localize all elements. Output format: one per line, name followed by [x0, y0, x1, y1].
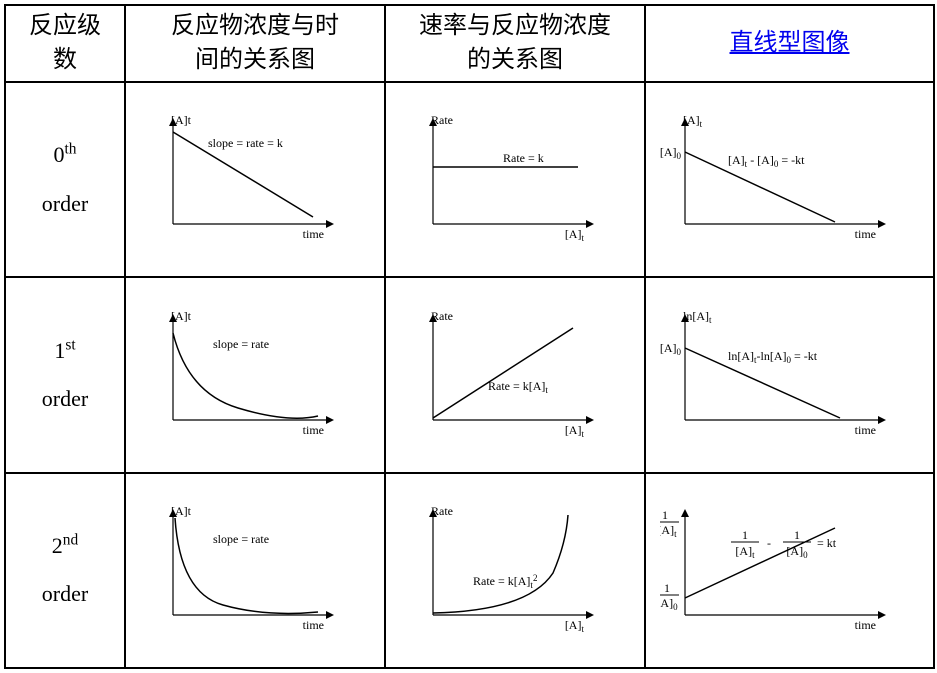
- hdr-conc-time: 反应物浓度与时间的关系图: [125, 5, 385, 82]
- table-row: 0thorder [A]t time slope = rate = k Rate [A]t…: [5, 82, 934, 277]
- svg-text:time: time: [854, 227, 875, 241]
- rate-vs-conc-chart: Rate [A]t​ Rate = k: [385, 82, 645, 277]
- svg-text:[A]t​: [A]t​: [564, 618, 584, 634]
- hdr-order: 反应级数: [5, 5, 125, 82]
- svg-text:-: -: [767, 536, 771, 550]
- svg-text:[A]0​: [A]0​: [786, 544, 808, 560]
- linear-form-chart: [A]t​ time [A]0​ [A]t​ - [A]0​ = -kt: [645, 82, 934, 277]
- linear-form-chart: 1[A]t​time1[A]0​1[A]t​ - 1[A]0​ = kt: [645, 473, 934, 668]
- svg-text:[A]t: [A]t: [171, 504, 192, 518]
- svg-text:[A]0​: [A]0​: [660, 145, 682, 161]
- svg-text:ln[A]0​: ln[A]0​: [660, 341, 682, 357]
- svg-text:1: 1: [662, 508, 668, 522]
- svg-text:slope = rate: slope = rate: [213, 532, 269, 546]
- svg-text:[A]t​: [A]t​: [564, 423, 584, 439]
- order-label: 2ndorder: [5, 473, 125, 668]
- svg-text:time: time: [302, 227, 323, 241]
- header-row: 反应级数 反应物浓度与时间的关系图 速率与反应物浓度的关系图 直线型图像: [5, 5, 934, 82]
- svg-text:time: time: [302, 618, 323, 632]
- hdr-rate-conc: 速率与反应物浓度的关系图: [385, 5, 645, 82]
- svg-text:Rate: Rate: [431, 309, 453, 323]
- svg-text:[A]t​: [A]t​: [660, 523, 677, 539]
- svg-text:Rate = k[A]t​: Rate = k[A]t​: [488, 379, 548, 395]
- hdr-linear: 直线型图像: [645, 5, 934, 82]
- svg-text:ln[A]t​: ln[A]t​: [683, 309, 712, 325]
- conc-vs-time-chart: [A]t time slope = rate: [125, 473, 385, 668]
- svg-text:[A]t: [A]t: [171, 309, 192, 323]
- svg-text:[A]t​: [A]t​: [564, 227, 584, 243]
- order-label: 0thorder: [5, 82, 125, 277]
- svg-text:1: 1: [742, 528, 748, 542]
- svg-text:= kt: = kt: [817, 536, 837, 550]
- rate-vs-conc-chart: Rate [A]t​ Rate = k[A]t​: [385, 277, 645, 472]
- svg-text:[A]t​: [A]t​: [735, 544, 755, 560]
- conc-vs-time-chart: [A]t time slope = rate: [125, 277, 385, 472]
- table-row: 2ndorder[A]ttimeslope = rateRate[A]t​Rat…: [5, 473, 934, 668]
- svg-text:[A]0​: [A]0​: [660, 596, 678, 612]
- svg-text:time: time: [302, 423, 323, 437]
- svg-text:Rate: Rate: [431, 113, 453, 127]
- table-row: 1storder[A]ttimeslope = rateRate[A]t​Rat…: [5, 277, 934, 472]
- rate-vs-conc-chart: Rate [A]t​ Rate = k[A]t​2​: [385, 473, 645, 668]
- svg-text:[A]t​: [A]t​: [683, 113, 703, 129]
- svg-text:time: time: [854, 618, 875, 632]
- svg-text:time: time: [854, 423, 875, 437]
- conc-vs-time-chart: [A]t time slope = rate = k: [125, 82, 385, 277]
- linear-form-chart: ln[A]t​ time ln[A]0​ ln[A]t​-ln[A]0​ = -kt: [645, 277, 934, 472]
- linear-plot-link[interactable]: 直线型图像: [730, 30, 850, 56]
- kinetics-table: 反应级数 反应物浓度与时间的关系图 速率与反应物浓度的关系图 直线型图像 0th…: [4, 4, 935, 669]
- svg-text:slope = rate: slope = rate: [213, 337, 269, 351]
- order-label: 1storder: [5, 277, 125, 472]
- svg-text:1: 1: [794, 528, 800, 542]
- svg-text:1: 1: [664, 581, 670, 595]
- svg-text:[A]t: [A]t: [171, 113, 192, 127]
- svg-text:Rate: Rate: [431, 504, 453, 518]
- svg-text:slope = rate = k: slope = rate = k: [208, 136, 283, 150]
- svg-text:[A]t​ - [A]0​ = -kt: [A]t​ - [A]0​ = -kt: [728, 153, 805, 169]
- svg-text:ln[A]t​-ln[A]0​ = -kt: ln[A]t​-ln[A]0​ = -kt: [728, 349, 818, 365]
- svg-text:Rate = k[A]t​2​: Rate = k[A]t​2​: [473, 573, 537, 590]
- svg-text:Rate = k: Rate = k: [503, 151, 544, 165]
